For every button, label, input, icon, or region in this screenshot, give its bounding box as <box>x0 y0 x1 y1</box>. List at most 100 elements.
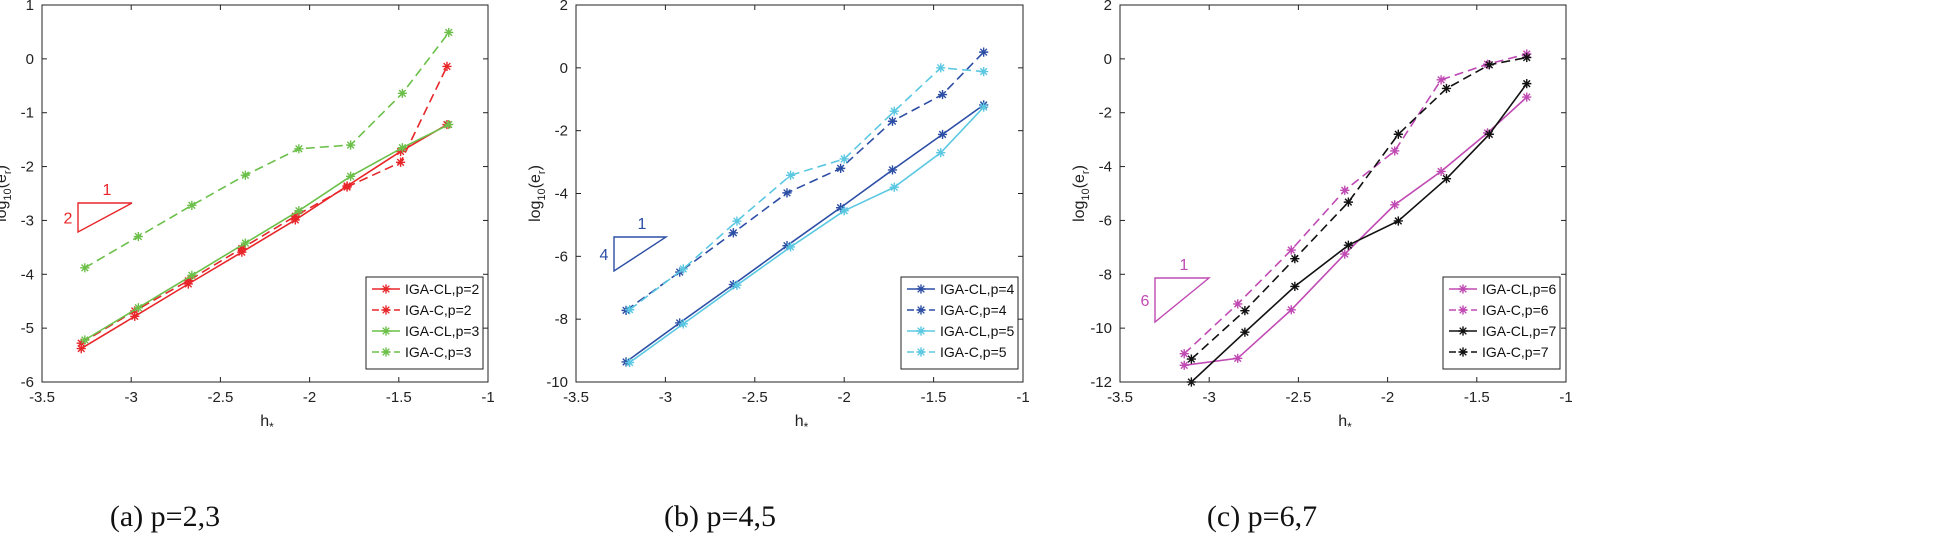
series-line-4 <box>84 32 450 269</box>
subfigure-caption: (b) p=4,5 <box>664 500 776 533</box>
data-point <box>889 182 899 192</box>
data-point <box>1233 299 1243 309</box>
x-tick-label: -3 <box>125 389 138 406</box>
data-point <box>395 146 406 157</box>
x-axis-label: h* <box>1338 413 1352 434</box>
y-tick-label: -8 <box>1099 266 1112 283</box>
y-axis-label: log10(er) <box>0 165 14 222</box>
data-point <box>1484 129 1494 139</box>
data-point <box>80 263 90 273</box>
data-point <box>889 106 899 116</box>
data-point <box>732 280 742 290</box>
y-tick-label: 1 <box>26 0 34 14</box>
data-point <box>1240 306 1250 316</box>
x-tick-label: -1.5 <box>386 389 412 406</box>
y-tick-label: -8 <box>555 311 568 328</box>
data-point <box>887 116 898 126</box>
chart-panel-3: -3.5 -3 -2.5 -2 -1.5 -1 -12 -10 -8 -6 -4 -2 0 2 h* log1… <box>1071 0 1573 533</box>
data-point <box>1286 245 1296 255</box>
axes-box <box>41 4 489 383</box>
data-point <box>442 61 452 71</box>
x-tick-label: -3.5 <box>563 389 589 406</box>
series-line-3 <box>629 106 985 364</box>
x-tick-label: -1 <box>481 389 494 406</box>
y-axis-label: log10(er) <box>527 165 548 222</box>
slope-rise-label: 4 <box>600 247 609 264</box>
data-point <box>937 129 948 140</box>
data-point <box>1441 174 1452 184</box>
data-point <box>728 228 738 238</box>
slope-run-label: 1 <box>103 182 112 199</box>
data-point <box>839 154 849 164</box>
legend-entry: IGA-CL,p=4 <box>940 281 1015 297</box>
legend-marker <box>916 347 926 357</box>
data-point <box>1286 305 1296 315</box>
data-point <box>979 47 989 57</box>
subfigure-caption: (c) p=6,7 <box>1207 500 1317 533</box>
slope-rise-label: 6 <box>1141 293 1150 310</box>
slope-triangle <box>77 202 133 234</box>
x-tick-label: -2 <box>303 389 316 406</box>
legend-entry: IGA-CL,p=6 <box>1482 281 1557 297</box>
data-point <box>1290 281 1300 292</box>
y-tick-label: -3 <box>21 212 34 229</box>
y-tick-label: -2 <box>555 123 568 140</box>
data-point <box>887 165 898 175</box>
y-tick-label: -2 <box>21 159 34 176</box>
data-point <box>1393 216 1403 226</box>
data-point <box>290 211 300 221</box>
legend-marker <box>381 284 391 294</box>
y-tick-label: -5 <box>21 320 34 337</box>
x-tick-label: -1.5 <box>921 389 947 406</box>
y-tick-label: 0 <box>1104 51 1112 68</box>
data-point <box>1179 349 1189 359</box>
data-point <box>836 163 846 173</box>
legend-marker <box>916 305 926 315</box>
series-line-2 <box>1183 53 1528 355</box>
data-point <box>675 318 685 328</box>
series-line-1 <box>1184 96 1528 367</box>
legend-marker <box>381 326 391 336</box>
data-point <box>1340 185 1350 195</box>
data-point <box>1240 327 1250 337</box>
data-point <box>678 319 688 329</box>
x-axis-label: h* <box>795 413 809 434</box>
y-tick-label: -4 <box>555 186 568 203</box>
data-point <box>1484 60 1494 70</box>
legend-entry: IGA-C,p=2 <box>405 302 472 318</box>
data-point <box>625 357 635 368</box>
data-point <box>1436 75 1446 85</box>
data-point <box>1522 52 1532 63</box>
data-point <box>133 231 143 242</box>
data-point <box>444 119 454 130</box>
slope-triangle <box>613 236 669 273</box>
slope-run-label: 1 <box>1180 257 1189 274</box>
y-tick-label: -4 <box>1099 159 1112 176</box>
legend-marker <box>1458 305 1468 315</box>
x-tick-label: -2.5 <box>742 389 768 406</box>
legend-entry: IGA-C,p=6 <box>1482 302 1549 318</box>
x-axis-label: h* <box>260 413 274 434</box>
legend-entry: IGA-CL,p=2 <box>405 281 480 297</box>
y-tick-label: -10 <box>546 374 568 391</box>
data-point <box>1390 200 1400 210</box>
legend-marker <box>1458 347 1468 357</box>
x-tick-label: -3 <box>659 389 672 406</box>
data-point <box>187 270 197 280</box>
data-point <box>1436 166 1446 177</box>
y-tick-label: -12 <box>1090 374 1112 391</box>
y-tick-label: -1 <box>21 105 34 122</box>
data-point <box>397 88 407 98</box>
data-point <box>1393 129 1403 139</box>
legend-marker <box>916 326 926 336</box>
data-point <box>1522 92 1532 102</box>
legend-entry: IGA-CL,p=7 <box>1482 323 1557 339</box>
data-point <box>1233 353 1243 363</box>
legend-entry: IGA-CL,p=5 <box>940 323 1015 339</box>
x-tick-label: -2 <box>838 389 851 406</box>
data-point <box>294 206 304 216</box>
data-point <box>342 182 352 192</box>
data-point <box>187 200 197 210</box>
data-point <box>1522 79 1532 89</box>
y-tick-label: 0 <box>560 60 568 77</box>
